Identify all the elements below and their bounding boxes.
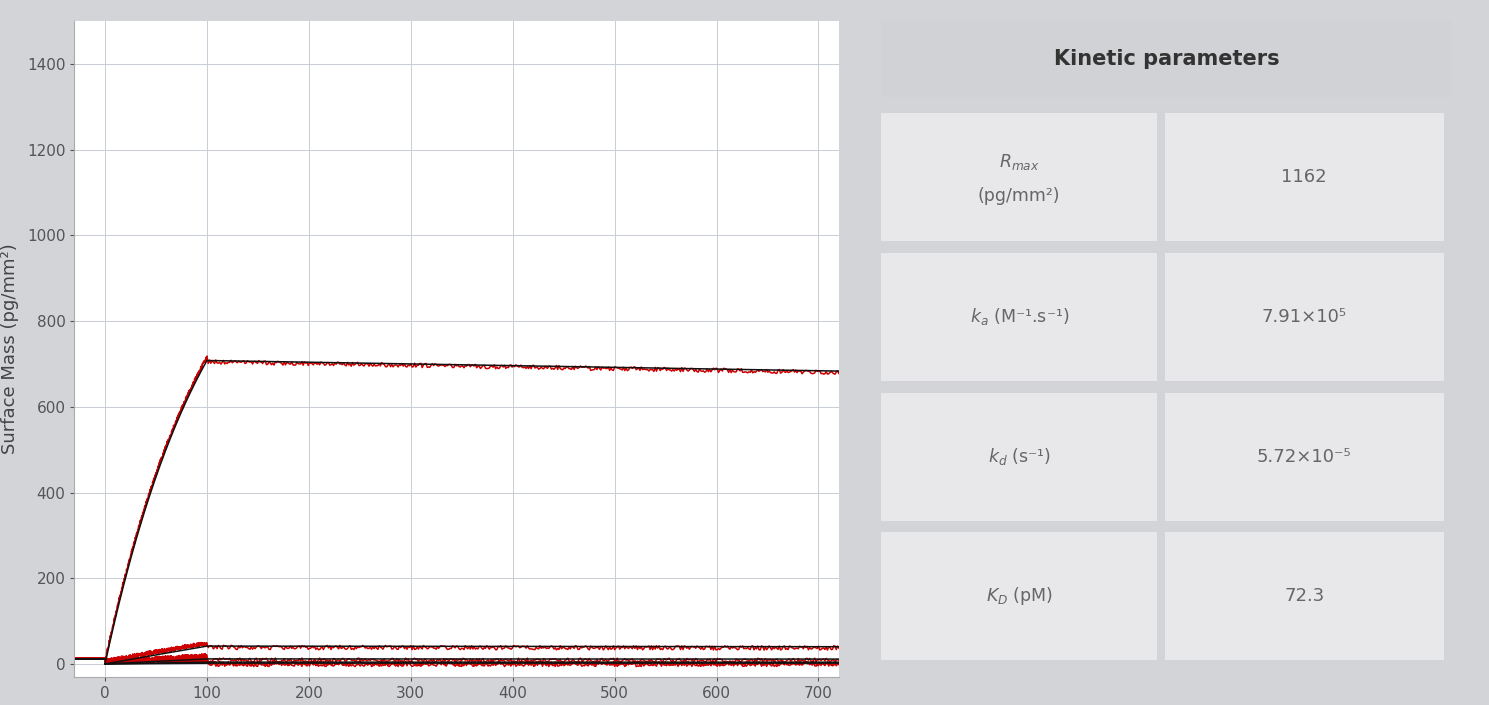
FancyBboxPatch shape: [881, 113, 1157, 241]
FancyBboxPatch shape: [1164, 253, 1444, 381]
Text: 72.3: 72.3: [1284, 587, 1324, 606]
FancyBboxPatch shape: [881, 393, 1157, 520]
Text: $k_{a}$ (M⁻¹.s⁻¹): $k_{a}$ (M⁻¹.s⁻¹): [969, 306, 1069, 327]
FancyBboxPatch shape: [881, 21, 1452, 97]
Text: Kinetic parameters: Kinetic parameters: [1054, 49, 1279, 69]
Text: 5.72×10⁻⁵: 5.72×10⁻⁵: [1257, 448, 1352, 465]
Text: 1162: 1162: [1282, 168, 1327, 186]
FancyBboxPatch shape: [1164, 113, 1444, 241]
Y-axis label: Surface Mass (pg/mm²): Surface Mass (pg/mm²): [0, 244, 18, 454]
FancyBboxPatch shape: [1164, 393, 1444, 520]
Text: $R_{max}$: $R_{max}$: [999, 152, 1039, 171]
FancyBboxPatch shape: [1164, 532, 1444, 661]
Text: $k_{d}$ (s⁻¹): $k_{d}$ (s⁻¹): [987, 446, 1051, 467]
Text: (pg/mm²): (pg/mm²): [978, 187, 1060, 205]
Text: $K_{D}$ (pM): $K_{D}$ (pM): [986, 585, 1053, 608]
Text: 7.91×10⁵: 7.91×10⁵: [1261, 308, 1346, 326]
FancyBboxPatch shape: [881, 253, 1157, 381]
FancyBboxPatch shape: [881, 532, 1157, 661]
